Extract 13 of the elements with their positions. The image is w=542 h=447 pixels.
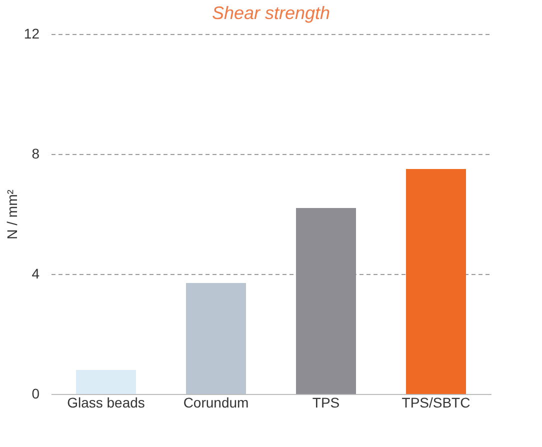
chart-title: Shear strength (212, 3, 330, 23)
y-tick-label: 0 (32, 386, 40, 402)
bar (76, 370, 136, 394)
bar (186, 283, 246, 394)
y-tick-label: 4 (32, 266, 40, 282)
x-tick-label: Glass beads (67, 394, 145, 410)
x-tick-label: TPS (312, 394, 340, 410)
x-tick-label: Corundum (183, 394, 249, 410)
bar (406, 169, 466, 394)
y-tick-label: 8 (32, 146, 40, 162)
y-axis-title: N / mm² (4, 189, 20, 240)
y-tick-label: 12 (24, 26, 40, 42)
x-tick-label: TPS/SBTC (402, 394, 470, 410)
